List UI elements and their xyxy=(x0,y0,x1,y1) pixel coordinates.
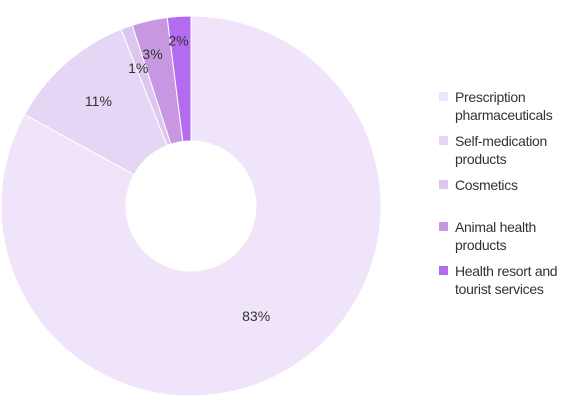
chart-legend: Prescription pharmaceuticals Self-medica… xyxy=(439,88,567,306)
data-labels: 83% 11% 1%3% 2% xyxy=(85,32,270,324)
data-label-cosmetics: 1% xyxy=(128,60,148,76)
slice-health-resort xyxy=(166,15,192,143)
legend-label-self-medication: Self-medication products xyxy=(455,133,547,167)
legend-item-prescription: Prescription pharmaceuticals xyxy=(439,88,567,124)
data-label-prescription: 83% xyxy=(242,308,270,324)
legend-label-prescription: Prescription pharmaceuticals xyxy=(455,89,553,123)
data-label-self-medication: 11% xyxy=(85,93,112,109)
legend-swatch-animal-health xyxy=(439,222,448,231)
legend-swatch-prescription xyxy=(439,92,448,101)
legend-label-animal-health: Animal health products xyxy=(455,219,536,253)
legend-item-self-medication: Self-medication products xyxy=(439,132,567,168)
data-label-health-resort: 2% xyxy=(168,32,188,48)
legend-label-health-resort: Health resort and tourist services xyxy=(455,263,558,297)
legend-item-cosmetics: Cosmetics xyxy=(439,176,567,194)
legend-swatch-health-resort xyxy=(439,266,448,275)
data-label-animal-health: 3% xyxy=(142,46,162,62)
donut-slices xyxy=(0,15,382,397)
legend-label-cosmetics: Cosmetics xyxy=(455,177,518,193)
legend-swatch-cosmetics xyxy=(439,180,448,189)
legend-item-animal-health: Animal health products xyxy=(439,218,567,254)
slice-self-medication xyxy=(23,28,168,176)
legend-swatch-self-medication xyxy=(439,136,448,145)
donut-chart: 83% 11% 1%3% 2% xyxy=(0,15,382,397)
legend-item-health-resort: Health resort and tourist services xyxy=(439,262,567,298)
slice-prescription xyxy=(0,15,382,397)
